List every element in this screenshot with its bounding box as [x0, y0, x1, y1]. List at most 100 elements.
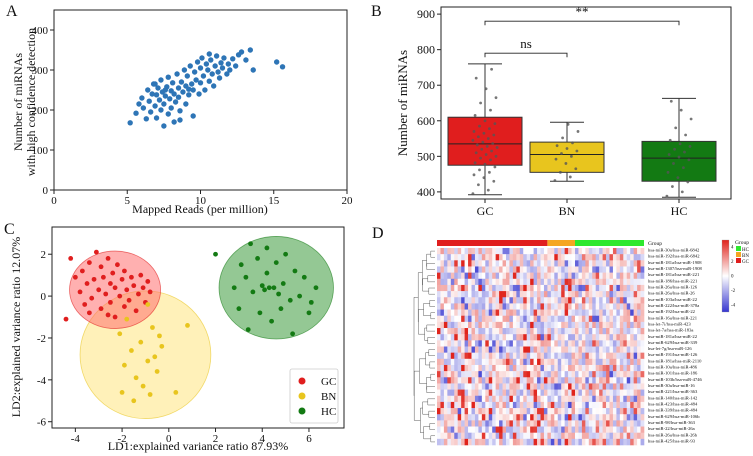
x-tick-label: 0 [166, 433, 172, 445]
heatmap-cell [595, 395, 600, 403]
heatmap-cell [516, 328, 521, 335]
heatmap-cell [474, 383, 479, 390]
heatmap-cell [568, 401, 572, 409]
heatmap-cell [581, 352, 586, 360]
heatmap-cell [609, 383, 614, 390]
heatmap-cell [488, 291, 493, 298]
heatmap-cell [464, 284, 469, 292]
heatmap-cell [474, 272, 479, 280]
heatmap-cell [561, 371, 565, 378]
heatmap-cell [516, 334, 521, 341]
heatmap-cell [440, 395, 445, 403]
heatmap-cell [457, 426, 462, 433]
heatmap-cell [474, 364, 479, 372]
heatmap-cell [523, 358, 527, 366]
dendrogram-branch [429, 361, 435, 369]
heatmap-cell [468, 346, 472, 353]
heatmap-cell [512, 414, 517, 421]
heatmap-cell [571, 291, 576, 298]
heatmap-cell [509, 389, 514, 397]
heatmap-cell [557, 371, 562, 378]
heatmap-cell [471, 254, 476, 261]
heatmap-cell [488, 309, 493, 317]
heatmap-cell [550, 383, 555, 390]
point-gc-38 [105, 312, 111, 318]
heatmap-cell [457, 383, 462, 390]
heatmap-cell [640, 272, 645, 280]
point-bn-18 [145, 302, 151, 307]
heatmap-cell [443, 420, 448, 427]
heatmap-cell [464, 352, 469, 360]
heatmap-cell [464, 291, 469, 298]
row-label: hsa-miR-30a/hsa-miR-6842 [648, 248, 700, 253]
scatter-point-73 [232, 63, 239, 69]
heatmap-cell [606, 352, 610, 360]
heatmap-cell [602, 358, 607, 366]
heatmap-cell [543, 284, 548, 292]
heatmap-cell [506, 321, 510, 329]
dendrogram-branch [426, 377, 431, 390]
heatmap-cell [506, 260, 510, 267]
heatmap-cell [464, 389, 469, 397]
heatmap-cell [619, 389, 624, 397]
jitter-point-bn [555, 144, 559, 148]
heatmap-cell [578, 297, 583, 304]
heatmap-cell [630, 334, 634, 341]
heatmap-cell [564, 389, 569, 397]
heatmap-cell [537, 408, 541, 415]
heatmap-cell [464, 432, 469, 440]
heatmap-cell [509, 284, 514, 292]
heatmap-cell [626, 420, 631, 427]
heatmap-cell [564, 297, 569, 304]
heatmap-cell [474, 291, 479, 298]
heatmap-cell [450, 260, 455, 267]
heatmap-cell [571, 401, 576, 409]
heatmap-cell [595, 254, 600, 261]
heatmap-cell [640, 346, 645, 353]
heatmap-cell [481, 334, 486, 341]
heatmap-cell [533, 266, 538, 273]
jitter-point-hc [665, 194, 669, 198]
heatmap-cell [506, 432, 510, 440]
heatmap-cell [612, 315, 617, 323]
heatmap-cell [623, 389, 628, 397]
dendrogram-branch [430, 435, 435, 443]
heatmap-cell [523, 395, 527, 403]
heatmap-cell [578, 432, 583, 440]
x-tick-label: 6 [306, 433, 312, 445]
heatmap-cell [585, 401, 590, 409]
heatmap-cell [612, 278, 617, 286]
heatmap-cell [526, 383, 531, 390]
heatmap-cell [633, 303, 638, 310]
heatmap-cell [564, 248, 569, 255]
heatmap-cell [447, 438, 452, 446]
heatmap-cell [595, 371, 600, 378]
heatmap-cell [557, 389, 562, 397]
heatmap-cell [568, 346, 572, 353]
heatmap-cell [588, 309, 593, 317]
heatmap-cell [581, 438, 586, 446]
heatmap-cell [550, 297, 555, 304]
heatmap-cell [619, 303, 624, 310]
heatmap-cell [612, 266, 617, 273]
point-gc-19 [110, 270, 116, 276]
heatmap-cell [440, 260, 445, 267]
heatmap-cell [619, 408, 624, 415]
scatter-point-50 [196, 91, 202, 97]
heatmap-cell [474, 358, 479, 366]
heatmap-cell [585, 266, 590, 273]
heatmap-cell [499, 408, 503, 415]
point-gc-28 [126, 297, 132, 303]
heatmap-cell [437, 371, 441, 378]
heatmap-cell [568, 291, 572, 298]
heatmap-cell [595, 340, 600, 347]
heatmap-cell [506, 340, 510, 347]
heatmap-cell [568, 309, 572, 317]
heatmap-cell [526, 278, 531, 286]
heatmap-cell [561, 278, 565, 286]
heatmap-cell [633, 340, 638, 347]
jitter-point-hc [667, 153, 671, 156]
heatmap-cell [585, 328, 590, 335]
heatmap-cell [471, 401, 476, 409]
heatmap-cell [557, 438, 562, 446]
